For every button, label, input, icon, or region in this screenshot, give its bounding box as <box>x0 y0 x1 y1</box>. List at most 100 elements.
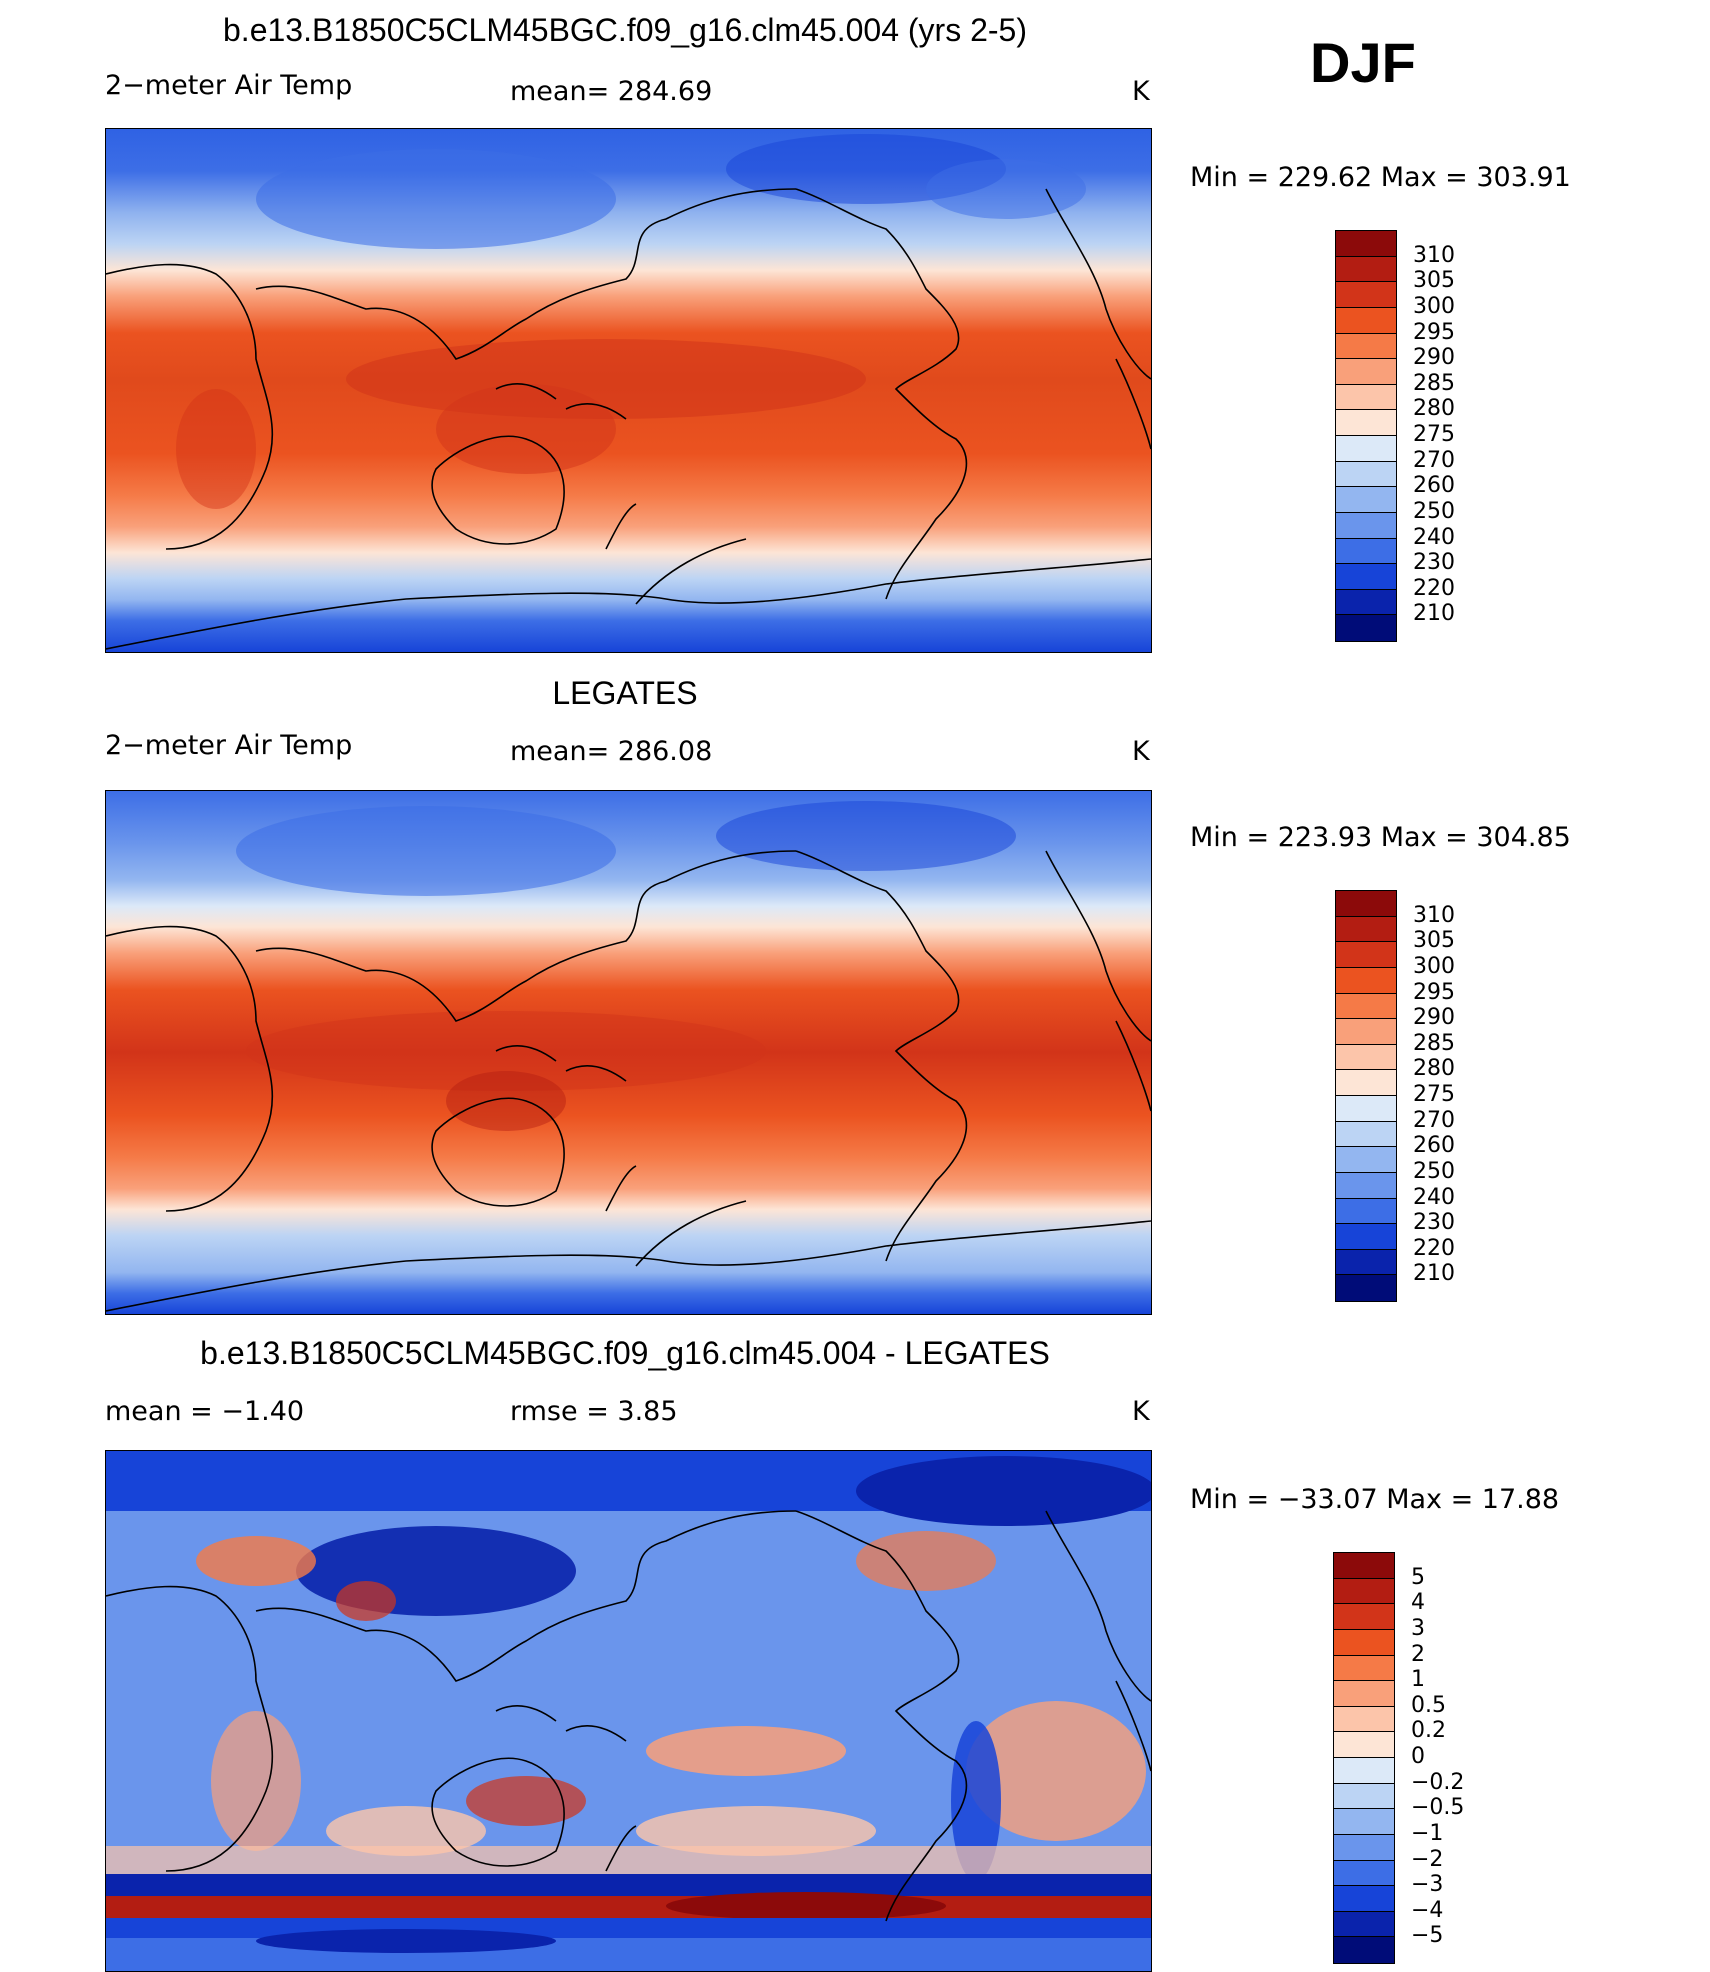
colorbar-tick-label: 270 <box>1413 447 1455 473</box>
colorbar-swatch <box>1336 436 1396 462</box>
colorbar-swatch <box>1336 993 1396 1020</box>
mean-label: mean = −1.40 <box>105 1396 305 1427</box>
units-label: K <box>1132 1396 1150 1427</box>
colorbar-swatch <box>1334 1604 1394 1630</box>
colorbar-tick-label: 2 <box>1411 1641 1425 1667</box>
colorbar-swatch <box>1336 1019 1396 1045</box>
colorbar-tick-label: −1 <box>1411 1820 1444 1846</box>
colorbar-swatch <box>1334 1578 1394 1605</box>
colorbar-tick-label: 290 <box>1413 345 1455 371</box>
colorbar-swatch <box>1334 1681 1394 1707</box>
colorbar-tick-label: 285 <box>1413 370 1455 396</box>
colorbar-swatch <box>1336 307 1396 334</box>
colorbar-swatch <box>1334 1655 1394 1682</box>
colorbar-tick-label: 300 <box>1413 953 1455 979</box>
colorbar-swatch <box>1336 359 1396 385</box>
colorbar-tick-label: 1 <box>1411 1667 1425 1693</box>
colorbar-swatch <box>1336 256 1396 283</box>
colorbar-swatch <box>1336 538 1396 565</box>
colorbar-swatch <box>1334 1860 1394 1887</box>
colorbar-tick-label: 4 <box>1411 1590 1425 1616</box>
colorbar-swatch <box>1336 282 1396 308</box>
colorbar-swatch <box>1334 1732 1394 1758</box>
colorbar-tick-label: 305 <box>1413 268 1455 294</box>
colorbar-swatch <box>1336 564 1396 590</box>
colorbar-tick-label: 230 <box>1413 550 1455 576</box>
panel-title: b.e13.B1850C5CLM45BGC.f09_g16.clm45.004 … <box>223 12 1027 48</box>
colorbar-tick-label: 260 <box>1413 1133 1455 1159</box>
colorbar-tick-label: 295 <box>1413 979 1455 1005</box>
minmax-label: Min = −33.07 Max = 17.88 <box>1190 1484 1560 1515</box>
colorbar-tick-label: 0.2 <box>1411 1718 1446 1744</box>
map-obs-plot <box>106 791 1151 1314</box>
colorbar-tick-label: 310 <box>1413 242 1455 268</box>
map-model <box>105 128 1152 653</box>
colorbar-tick-label: −2 <box>1411 1846 1444 1872</box>
mean-label: mean= 286.08 <box>510 736 713 767</box>
colorbar-swatch <box>1336 461 1396 488</box>
colorbar-swatch <box>1336 916 1396 943</box>
colorbar-tick-label: 275 <box>1413 422 1455 447</box>
variable-label: 2−meter Air Temp <box>105 730 353 761</box>
colorbar-tick-label: 260 <box>1413 473 1455 499</box>
map-obs <box>105 790 1152 1315</box>
panel-title: LEGATES <box>552 675 698 711</box>
colorbar-swatch <box>1334 1553 1394 1579</box>
colorbar-tick-label: 5 <box>1411 1564 1425 1590</box>
mean-label: mean= 284.69 <box>510 76 713 107</box>
colorbar <box>1335 230 1397 642</box>
colorbar-swatch <box>1336 589 1396 616</box>
colorbar-tick-label: 0 <box>1411 1744 1425 1769</box>
colorbar-tick-label: 240 <box>1413 1184 1455 1210</box>
colorbar-tick-label: 3 <box>1411 1615 1425 1641</box>
colorbar-tick-label: 270 <box>1413 1107 1455 1133</box>
colorbar-swatch <box>1336 1224 1396 1250</box>
colorbar-tick-label: 0.5 <box>1411 1692 1446 1718</box>
colorbar-swatch <box>1336 231 1396 257</box>
map-difference-plot <box>106 1451 1151 1971</box>
colorbar-tick-label: 275 <box>1413 1082 1455 1107</box>
units-label: K <box>1132 76 1150 107</box>
colorbar-tick-label: 250 <box>1413 498 1455 524</box>
colorbar <box>1333 1552 1395 1964</box>
colorbar <box>1335 890 1397 1302</box>
colorbar-tick-label: −3 <box>1411 1872 1444 1898</box>
colorbar-tick-label: 290 <box>1413 1005 1455 1031</box>
colorbar-tick-label: 285 <box>1413 1030 1455 1056</box>
map-model-plot <box>106 129 1151 652</box>
colorbar-tick-label: 210 <box>1413 1261 1455 1287</box>
colorbar-swatch <box>1336 1249 1396 1276</box>
colorbar-tick-label: 310 <box>1413 902 1455 928</box>
colorbar-swatch <box>1336 1275 1396 1301</box>
colorbar-swatch <box>1334 1783 1394 1810</box>
colorbar-tick-label: 295 <box>1413 319 1455 345</box>
variable-label: 2−meter Air Temp <box>105 70 353 101</box>
colorbar-swatch <box>1334 1834 1394 1861</box>
colorbar-tick-label: 300 <box>1413 293 1455 319</box>
colorbar-swatch <box>1336 1096 1396 1122</box>
colorbar-swatch <box>1336 1147 1396 1173</box>
colorbar-swatch <box>1336 333 1396 360</box>
colorbar-swatch <box>1336 1172 1396 1199</box>
minmax-label: Min = 223.93 Max = 304.85 <box>1190 822 1571 853</box>
colorbar-tick-label: −4 <box>1411 1897 1444 1923</box>
colorbar-swatch <box>1336 967 1396 994</box>
colorbar-tick-label: 240 <box>1413 524 1455 550</box>
colorbar-tick-label: −0.2 <box>1411 1769 1465 1795</box>
colorbar-swatch <box>1334 1937 1394 1963</box>
map-difference <box>105 1450 1152 1972</box>
colorbar-swatch <box>1336 615 1396 641</box>
colorbar-tick-label: −0.5 <box>1411 1795 1465 1821</box>
colorbar-swatch <box>1336 1198 1396 1225</box>
minmax-label: Min = 229.62 Max = 303.91 <box>1190 162 1571 193</box>
colorbar-swatch <box>1336 1044 1396 1071</box>
colorbar-swatch <box>1336 891 1396 917</box>
season-label: DJF <box>1310 31 1416 94</box>
colorbar-swatch <box>1336 1070 1396 1096</box>
units-label: K <box>1132 736 1150 767</box>
colorbar-swatch <box>1336 487 1396 513</box>
colorbar-swatch <box>1336 512 1396 539</box>
colorbar-swatch <box>1334 1758 1394 1784</box>
colorbar-tick-label: 280 <box>1413 396 1455 422</box>
colorbar-tick-label: 220 <box>1413 575 1455 601</box>
